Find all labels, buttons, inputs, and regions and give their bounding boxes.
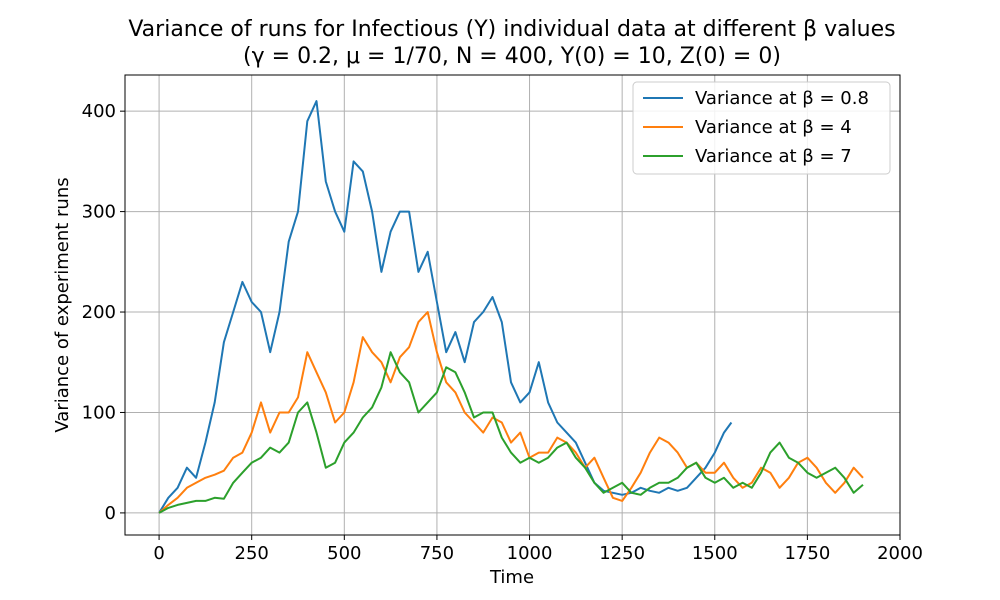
x-tick-label: 1250	[599, 543, 645, 564]
legend: Variance at β = 0.8 Variance at β = 4 Vari…	[632, 81, 891, 175]
y-tick-label: 300	[82, 202, 116, 223]
x-tick-label: 0	[153, 543, 164, 564]
x-tick-label: 2000	[877, 543, 923, 564]
plot-frame	[124, 74, 901, 536]
series-line-3	[158, 351, 864, 514]
x-tick-label: 750	[420, 543, 454, 564]
x-tick-label: 250	[235, 543, 269, 564]
legend-label-1: Variance at β = 0.8	[695, 88, 869, 109]
x-tick-label: 500	[327, 543, 361, 564]
y-tick-label: 100	[82, 402, 116, 423]
legend-label-3: Variance at β = 7	[695, 146, 852, 167]
x-tick-label: 1500	[692, 543, 738, 564]
chart-title: Variance of runs for Infectious (Y) indi…	[128, 17, 895, 42]
legend-box	[632, 81, 891, 175]
y-axis-label: Variance of experiment runs	[52, 177, 73, 432]
legend-label-2: Variance at β = 4	[695, 117, 852, 138]
y-axis: 0 100 200 300 400	[82, 101, 125, 524]
x-tick-label: 1000	[507, 543, 553, 564]
y-tick-label: 200	[82, 302, 116, 323]
chart-subtitle: (γ = 0.2, μ = 1/70, N = 400, Y(0) = 10, …	[243, 44, 781, 69]
series-line-1	[158, 100, 733, 514]
series-line-2	[158, 311, 864, 514]
y-tick-label: 400	[82, 101, 116, 122]
x-axis: 0 250 500 750 1000 1250 1500 1750 2000	[153, 535, 923, 564]
x-axis-label: Time	[489, 567, 534, 588]
x-tick-label: 1750	[784, 543, 830, 564]
y-tick-label: 0	[105, 503, 116, 524]
series-group	[158, 100, 864, 514]
